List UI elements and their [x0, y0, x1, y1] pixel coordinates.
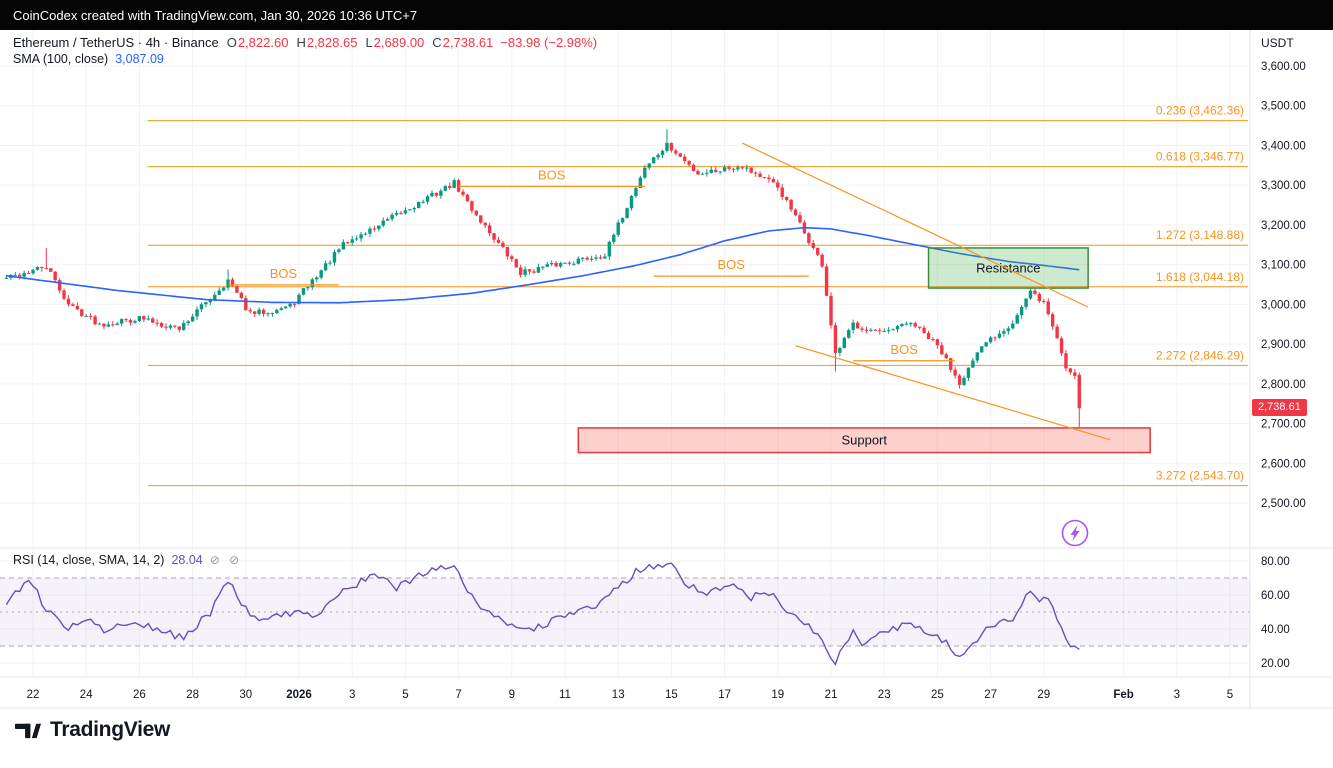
resistance-zone[interactable]: [927, 247, 1089, 289]
rsi-hide-icons[interactable]: ⊘ ⊘: [209, 553, 243, 567]
footer-brand[interactable]: TradingView: [14, 716, 170, 743]
price-tick-label: 3,000.00: [1261, 299, 1306, 311]
rsi-tick-label: 40.00: [1261, 624, 1290, 636]
ohlc-high-value: 2,828.65: [306, 35, 358, 50]
fib-label: 2.272 (2,846.29): [1156, 348, 1244, 362]
time-tick-label: 25: [931, 689, 944, 701]
bos-label: BOS: [890, 342, 918, 357]
trendline[interactable]: [795, 345, 1111, 441]
lightning-icon: [1070, 525, 1080, 541]
ohlc-open-label: O: [226, 35, 237, 50]
time-tick-label: Feb: [1113, 689, 1133, 701]
time-axis[interactable]: 22 24 26 28 30 2026 3 5 7 9 11 13 15 17 19 21 23 25 27 29 Fe…: [27, 689, 1234, 701]
sma-label[interactable]: SMA (100, close): [13, 52, 109, 66]
time-tick-label: 21: [825, 689, 838, 701]
sma-legend: SMA (100, close) 3,087.09: [13, 52, 164, 66]
change-value: −83.98 (−2.98%): [500, 35, 598, 50]
ohlc-close-value: 2,738.61: [442, 35, 494, 50]
time-tick-label: 5: [402, 689, 408, 701]
price-tick-label: 2,900.00: [1261, 339, 1306, 351]
time-tick-label: 19: [771, 689, 784, 701]
rsi-line: [5, 562, 1080, 666]
symbol-title[interactable]: Ethereum / TetherUS · 4h · Binance: [13, 35, 219, 50]
rsi-tick-label: 20.00: [1261, 658, 1290, 670]
price-axis[interactable]: 3,600.00 3,500.00 3,400.00 3,300.00 3,200.00…: [1261, 61, 1306, 670]
brand-text: TradingView: [50, 717, 171, 741]
tradingview-logo-icon: [14, 723, 41, 739]
fib-label: 1.618 (3,044.18): [1156, 270, 1244, 284]
sma-value: 3,087.09: [115, 52, 164, 66]
price-tick-label: 3,400.00: [1261, 140, 1306, 152]
symbol-legend: Ethereum / TetherUS · 4h · Binance O2,822…: [13, 35, 597, 50]
support-zone[interactable]: [577, 427, 1151, 454]
time-tick-label: 13: [612, 689, 625, 701]
price-tick-label: 2,700.00: [1261, 419, 1306, 431]
time-tick-label: 17: [718, 689, 731, 701]
trendline[interactable]: [742, 142, 1089, 308]
time-tick-label: 2026: [286, 689, 312, 701]
time-tick-label: 24: [80, 689, 93, 701]
price-tick-label: 3,200.00: [1261, 220, 1306, 232]
time-tick-label: 30: [239, 689, 252, 701]
time-tick-label: 3: [349, 689, 355, 701]
rsi-tick-label: 60.00: [1261, 590, 1290, 602]
price-tick-label: 2,600.00: [1261, 458, 1306, 470]
attribution-bar: CoinCodex created with TradingView.com, …: [0, 0, 1333, 30]
price-tick-label: 3,100.00: [1261, 260, 1306, 272]
time-tick-label: 28: [186, 689, 199, 701]
ohlc-low-value: 2,689.00: [373, 35, 425, 50]
time-tick-label: 29: [1037, 689, 1050, 701]
time-tick-label: 11: [559, 689, 571, 701]
ohlc-high-label: H: [296, 35, 306, 50]
rsi-tick-label: 80.00: [1261, 556, 1290, 568]
bos-label: BOS: [270, 266, 298, 281]
ohlc-low-label: L: [365, 35, 373, 50]
price-tick-label: 3,500.00: [1261, 101, 1306, 113]
fib-label: 0.236 (3,462.36): [1156, 104, 1244, 118]
time-tick-label: 23: [878, 689, 891, 701]
resistance-label: Resistance: [976, 261, 1040, 276]
price-tick-label: 3,300.00: [1261, 180, 1306, 192]
time-tick-label: 9: [509, 689, 515, 701]
ohlc-open-value: 2,822.60: [237, 35, 289, 50]
ohlc-close-label: C: [432, 35, 442, 50]
price-tick-label: 3,600.00: [1261, 61, 1306, 73]
time-tick-label: 3: [1174, 689, 1180, 701]
time-tick-label: 7: [455, 689, 461, 701]
quote-currency-label: USDT: [1261, 36, 1294, 50]
time-tick-label: 26: [133, 689, 146, 701]
bos-label: BOS: [538, 167, 566, 182]
price-tick-label: 2,500.00: [1261, 498, 1306, 510]
attribution-text: CoinCodex created with TradingView.com, …: [13, 7, 418, 23]
last-price-tag: 2,738.61: [1252, 399, 1307, 417]
fib-label: 1.272 (3,148.88): [1156, 228, 1244, 242]
price-tick-label: 2,800.00: [1261, 379, 1306, 391]
bos-label: BOS: [718, 257, 746, 272]
rsi-legend: RSI (14, close, SMA, 14, 2) 28.04 ⊘ ⊘: [13, 553, 242, 567]
rsi-label[interactable]: RSI (14, close, SMA, 14, 2): [13, 553, 165, 567]
time-tick-label: 5: [1227, 689, 1233, 701]
fib-label: 0.618 (3,346.77): [1156, 150, 1244, 164]
sma-line[interactable]: [6, 226, 1080, 304]
boost-button[interactable]: [1061, 519, 1089, 547]
time-tick-label: 22: [27, 689, 40, 701]
rsi-value: 28.04: [171, 553, 203, 567]
support-label: Support: [841, 433, 887, 448]
time-tick-label: 15: [665, 689, 678, 701]
fib-label: 3.272 (2,543.70): [1156, 469, 1244, 483]
time-tick-label: 27: [984, 689, 997, 701]
